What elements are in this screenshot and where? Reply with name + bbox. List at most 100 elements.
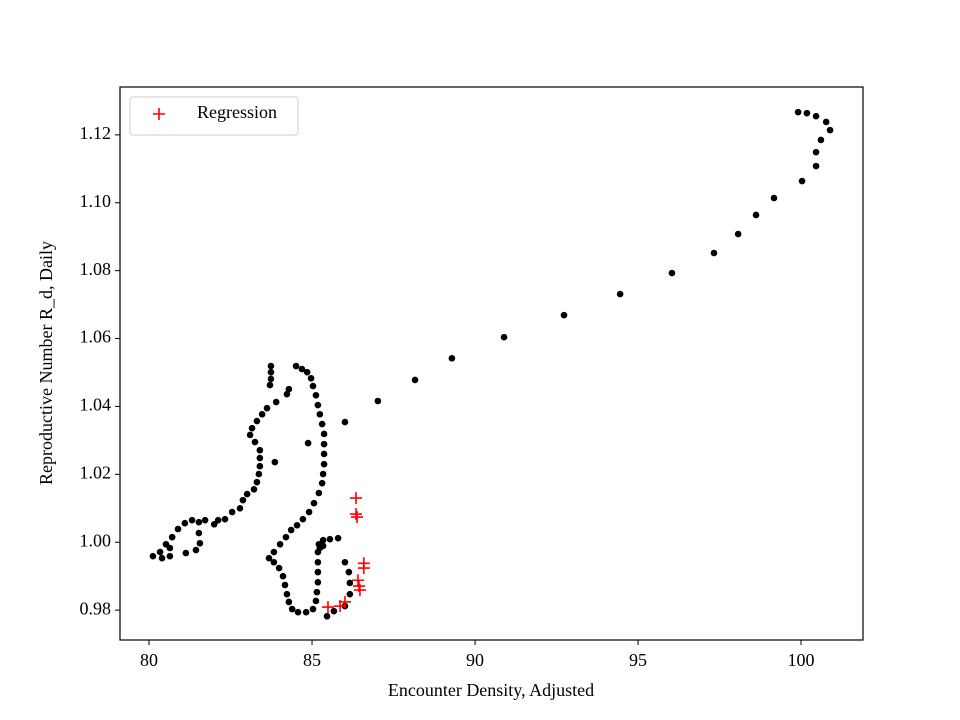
point: [307, 374, 315, 382]
point: [303, 368, 311, 376]
point: [318, 420, 326, 428]
y-tick-label: 1.08: [80, 259, 112, 279]
point: [256, 462, 264, 470]
legend: Regression: [129, 96, 299, 136]
legend-label: Regression: [197, 102, 277, 122]
y-tick-label: 1.06: [80, 327, 112, 347]
point: [330, 607, 338, 615]
point: [351, 511, 364, 524]
point: [812, 148, 820, 156]
point: [794, 108, 802, 116]
point: [253, 478, 261, 486]
point: [275, 564, 283, 572]
x-tick-label: 80: [140, 650, 158, 670]
point: [313, 588, 321, 596]
point: [285, 598, 293, 606]
point: [239, 496, 247, 504]
point: [267, 368, 275, 376]
point: [822, 118, 830, 126]
point: [334, 534, 342, 542]
legend-marker: [153, 108, 165, 120]
x-tick-label: 100: [788, 650, 815, 670]
point: [314, 568, 322, 576]
point: [282, 533, 290, 541]
point: [309, 382, 317, 390]
point: [292, 362, 300, 370]
point: [312, 391, 320, 399]
point: [253, 417, 261, 425]
point: [817, 136, 825, 144]
point: [316, 410, 324, 418]
point: [341, 418, 349, 426]
point: [803, 109, 811, 117]
point: [710, 249, 718, 257]
point: [314, 578, 322, 586]
point: [326, 535, 334, 543]
point: [315, 489, 323, 497]
point: [272, 398, 280, 406]
point: [279, 572, 287, 580]
legend-box: [129, 96, 299, 136]
point: [287, 526, 295, 534]
point: [345, 568, 353, 576]
point: [294, 608, 302, 616]
point: [201, 516, 209, 524]
point: [221, 515, 229, 523]
point: [270, 558, 278, 566]
point: [314, 401, 322, 409]
point: [256, 454, 264, 462]
point: [182, 549, 190, 557]
point: [448, 354, 456, 362]
point: [350, 508, 363, 521]
point: [285, 385, 293, 393]
point: [266, 381, 274, 389]
point: [263, 404, 271, 412]
point: [346, 590, 354, 598]
point: [374, 397, 382, 405]
point: [322, 601, 335, 614]
point: [770, 194, 778, 202]
point: [288, 605, 296, 613]
point: [319, 536, 327, 544]
point: [168, 533, 176, 541]
point: [267, 375, 275, 383]
point: [271, 458, 279, 466]
point: [251, 438, 259, 446]
point: [812, 162, 820, 170]
point: [734, 230, 742, 238]
point: [228, 508, 236, 516]
point: [357, 562, 370, 575]
point: [210, 520, 218, 528]
y-tick-label: 1.12: [80, 123, 112, 143]
point: [323, 612, 331, 620]
point: [256, 446, 264, 454]
point: [196, 539, 204, 547]
x-tick-label: 95: [629, 650, 647, 670]
point: [500, 333, 508, 341]
point: [346, 579, 354, 587]
point: [149, 552, 157, 560]
point: [283, 590, 291, 598]
point: [318, 479, 326, 487]
x-tick-label: 90: [466, 650, 484, 670]
point: [236, 504, 244, 512]
point: [616, 290, 624, 298]
point: [305, 508, 313, 516]
point: [174, 525, 182, 533]
point: [246, 431, 254, 439]
point: [166, 544, 174, 552]
point: [752, 211, 760, 219]
point: [214, 516, 222, 524]
point: [281, 581, 289, 589]
x-tick-label: 85: [303, 650, 321, 670]
y-tick-label: 1.04: [80, 395, 112, 415]
point: [192, 546, 200, 554]
point: [283, 390, 291, 398]
point: [255, 470, 263, 478]
point: [302, 608, 310, 616]
y-tick-label: 1.10: [80, 191, 112, 211]
point: [309, 605, 317, 613]
point: [812, 112, 820, 120]
